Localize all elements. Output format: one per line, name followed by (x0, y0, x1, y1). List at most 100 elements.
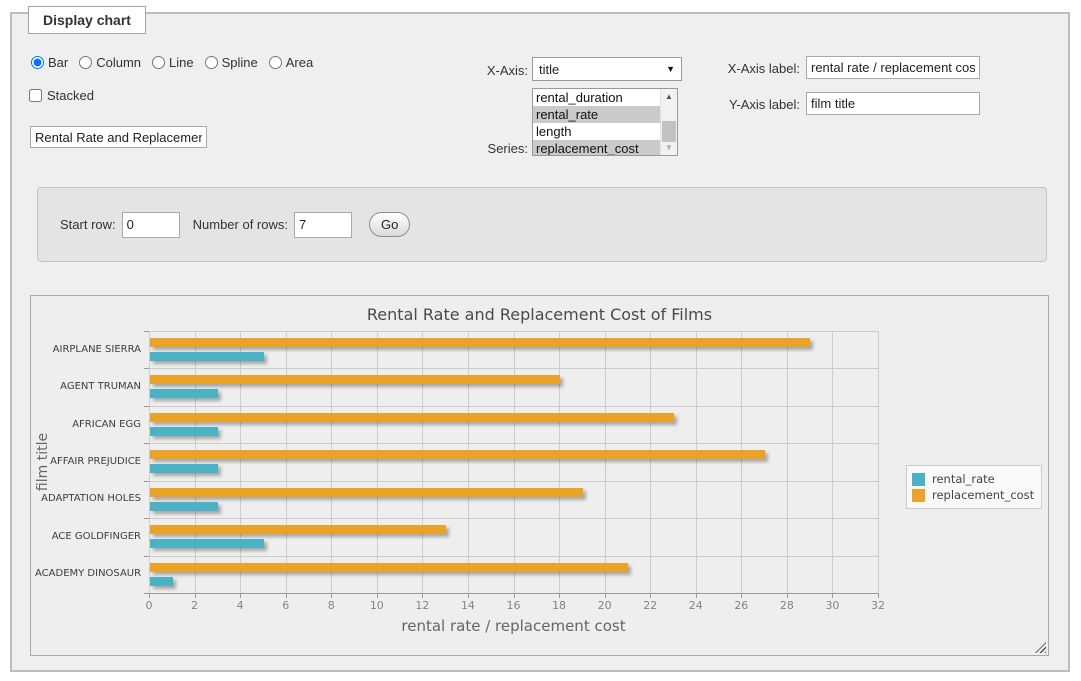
gridline-horizontal (149, 331, 878, 332)
bar-replacement_cost (150, 375, 560, 384)
x-tick-label: 8 (314, 599, 348, 612)
y-axis-field-label: Y-Axis label: (710, 97, 800, 112)
resize-grip-icon[interactable] (1035, 642, 1046, 653)
bar-replacement_cost (150, 338, 810, 347)
chart-type-option-spline[interactable]: Spline (205, 55, 258, 70)
gridline-vertical (514, 331, 515, 593)
x-tick-label: 2 (178, 599, 212, 612)
gridline-vertical (878, 331, 879, 593)
gridline-vertical (468, 331, 469, 593)
gridline-horizontal (149, 556, 878, 557)
go-button[interactable]: Go (369, 212, 410, 237)
x-axis-select[interactable]: title ▼ (532, 57, 682, 81)
series-option-length[interactable]: length (533, 123, 660, 140)
radio-area[interactable] (269, 56, 282, 69)
x-tick-label: 14 (451, 599, 485, 612)
series-scrollbar[interactable]: ▲ ▼ (660, 89, 677, 155)
chevron-down-icon: ▼ (666, 64, 675, 74)
x-tick-label: 0 (132, 599, 166, 612)
bar-replacement_cost (150, 525, 446, 534)
x-tick-label: 10 (360, 599, 394, 612)
x-tick-label: 32 (861, 599, 895, 612)
stacked-option[interactable]: Stacked (29, 88, 94, 103)
gridline-horizontal (149, 518, 878, 519)
bar-rental_rate (150, 389, 218, 398)
chart-type-label: Line (169, 55, 194, 70)
x-axis-field-label: X-Axis label: (710, 61, 800, 76)
bar-rental_rate (150, 539, 264, 548)
chart-area: Rental Rate and Replacement Cost of Film… (30, 295, 1049, 656)
y-axis-line (149, 331, 150, 593)
bar-rental_rate (150, 502, 218, 511)
start-row-label: Start row: (60, 217, 116, 232)
x-axis-label-input[interactable] (806, 56, 980, 79)
chart-type-label: Bar (48, 55, 68, 70)
chart-type-label: Spline (222, 55, 258, 70)
gridline-vertical (605, 331, 606, 593)
scrollbar-thumb[interactable] (662, 121, 676, 142)
chart-type-option-line[interactable]: Line (152, 55, 194, 70)
bar-replacement_cost (150, 413, 674, 422)
series-options: rental_durationrental_ratelengthreplacem… (533, 89, 660, 155)
y-axis-title: film title (35, 362, 55, 562)
bar-rental_rate (150, 352, 264, 361)
x-tick-label: 22 (633, 599, 667, 612)
num-rows-input[interactable] (294, 212, 352, 238)
start-row-input[interactable] (122, 212, 180, 238)
gridline-horizontal (149, 443, 878, 444)
x-tick-label: 20 (588, 599, 622, 612)
series-option-rental_rate[interactable]: rental_rate (533, 106, 660, 123)
chart-type-option-bar[interactable]: Bar (31, 55, 68, 70)
gridline-vertical (559, 331, 560, 593)
y-axis-label-input[interactable] (806, 92, 980, 115)
scroll-up-icon[interactable]: ▲ (661, 89, 677, 104)
x-axis-select-value: title (539, 62, 666, 77)
row-controls-panel: Start row: Number of rows: Go (37, 187, 1047, 262)
gridline-horizontal (149, 481, 878, 482)
gridline-vertical (741, 331, 742, 593)
num-rows-label: Number of rows: (193, 217, 288, 232)
plot-area: AIRPLANE SIERRAAGENT TRUMANAFRICAN EGGAF… (149, 331, 878, 593)
stacked-checkbox[interactable] (29, 89, 42, 102)
bar-rental_rate (150, 577, 173, 586)
bar-rental_rate (150, 427, 218, 436)
chart-title: Rental Rate and Replacement Cost of Film… (31, 305, 1048, 324)
series-option-rental_duration[interactable]: rental_duration (533, 89, 660, 106)
chart-title-input[interactable] (30, 126, 207, 148)
category-label: ACADEMY DINOSAUR (35, 568, 141, 579)
bar-replacement_cost (150, 450, 765, 459)
radio-spline[interactable] (205, 56, 218, 69)
bar-replacement_cost (150, 563, 628, 572)
gridline-vertical (696, 331, 697, 593)
gridline-vertical (377, 331, 378, 593)
x-tick-label: 18 (542, 599, 576, 612)
scroll-down-icon[interactable]: ▼ (661, 140, 677, 155)
x-tick-label: 16 (497, 599, 531, 612)
radio-line[interactable] (152, 56, 165, 69)
gridline-vertical (331, 331, 332, 593)
chart-type-radios: Bar Column Line Spline Area (31, 55, 313, 70)
x-tick-label: 26 (724, 599, 758, 612)
radio-column[interactable] (79, 56, 92, 69)
x-axis-select-label: X-Axis: (455, 63, 528, 78)
bar-replacement_cost (150, 488, 583, 497)
x-tick-label: 4 (223, 599, 257, 612)
chart-type-option-area[interactable]: Area (269, 55, 313, 70)
series-multiselect[interactable]: rental_durationrental_ratelengthreplacem… (532, 88, 678, 156)
legend-swatch-rental_rate (912, 473, 925, 486)
x-tick-label: 24 (679, 599, 713, 612)
legend-entry: rental_rate (912, 472, 1034, 486)
gridline-vertical (286, 331, 287, 593)
chart-type-option-column[interactable]: Column (79, 55, 141, 70)
series-option-replacement_cost[interactable]: replacement_cost (533, 140, 660, 155)
gridline-vertical (195, 331, 196, 593)
x-tick-label: 28 (770, 599, 804, 612)
stacked-label: Stacked (47, 88, 94, 103)
panel-legend: Display chart (28, 6, 146, 34)
legend-entry: replacement_cost (912, 488, 1034, 502)
gridline-vertical (240, 331, 241, 593)
x-tick-label: 12 (405, 599, 439, 612)
x-axis-line (149, 593, 879, 594)
legend-label: replacement_cost (932, 488, 1034, 502)
radio-bar[interactable] (31, 56, 44, 69)
